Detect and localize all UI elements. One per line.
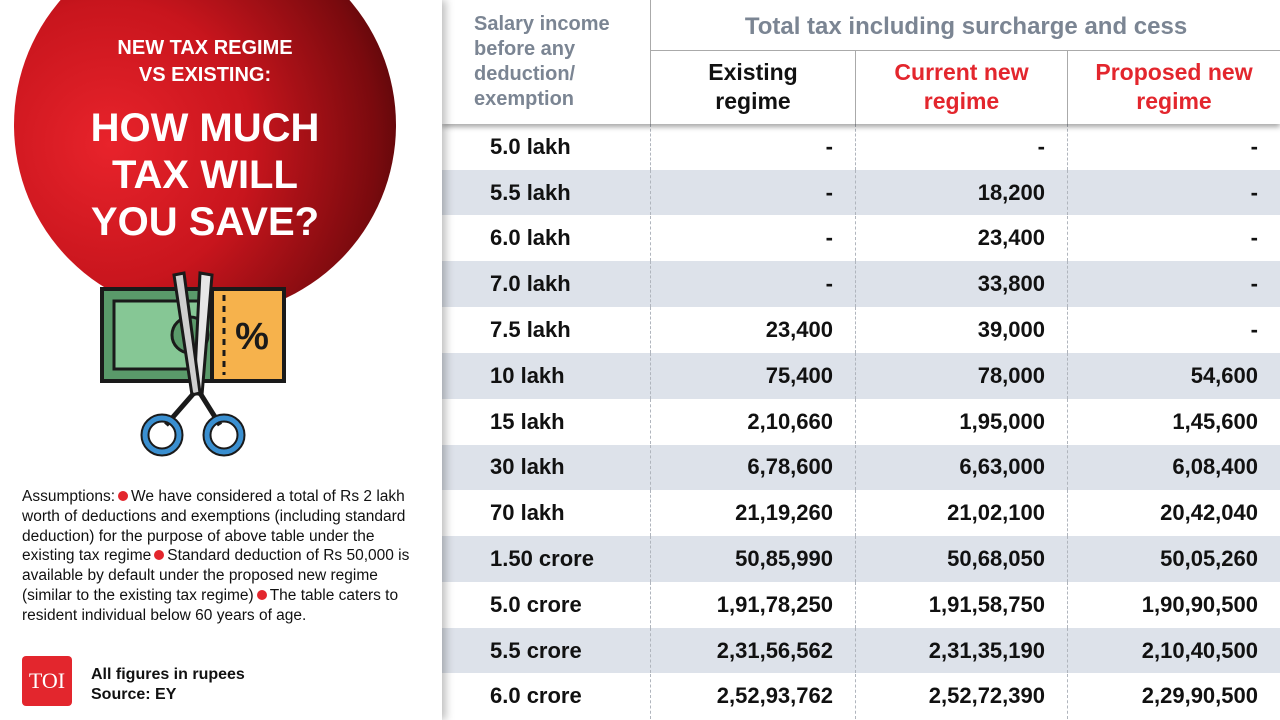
table-row: 10 lakh 75,400 78,000 54,600 xyxy=(442,353,1280,399)
cell-value: 6,08,400 xyxy=(1067,444,1280,491)
cell-value: 18,200 xyxy=(855,169,1067,216)
cell-value: 50,85,990 xyxy=(650,536,855,582)
assumption: The table caters to resident individual … xyxy=(22,586,399,624)
table-row: 5.0 lakh - - - xyxy=(442,124,1280,170)
kicker: NEW TAX REGIME xyxy=(117,37,293,59)
red-circle xyxy=(14,0,396,316)
row-label: 6.0 crore xyxy=(490,683,582,709)
cell-value: 2,10,40,500 xyxy=(1067,627,1280,674)
cell-value: - xyxy=(650,169,855,216)
cell-value: - xyxy=(650,124,855,170)
row-label: 30 lakh xyxy=(490,454,565,480)
table-row: 15 lakh 2,10,660 1,95,000 1,45,600 xyxy=(442,398,1280,445)
column-header-text: Current new regime xyxy=(894,59,1029,114)
note: All figures in rupees xyxy=(91,666,245,683)
cell-value: 54,600 xyxy=(1067,353,1280,399)
column-header: Existing regime xyxy=(650,50,855,124)
row-label: 5.0 lakh xyxy=(490,133,571,159)
cell-value: - xyxy=(855,124,1067,170)
assumption: We have considered a total of Rs 2 lakh … xyxy=(22,488,406,565)
cell-value: 20,42,040 xyxy=(1067,490,1280,536)
row-label: 5.5 lakh xyxy=(490,179,571,205)
assumptions-label: Assumptions: xyxy=(22,488,116,505)
cell-value: 39,000 xyxy=(855,307,1067,353)
table-header: Salary income before any deduction/ exem… xyxy=(442,0,1280,124)
cell-value: 2,29,90,500 xyxy=(1067,673,1280,720)
row-label: 6.0 lakh xyxy=(490,225,571,251)
cell-value: 2,52,93,762 xyxy=(650,673,855,720)
row-label: 70 lakh xyxy=(490,500,565,526)
headline: YOU SAVE? xyxy=(90,200,320,244)
cell-value: - xyxy=(650,215,855,262)
row-label: 1.50 crore xyxy=(490,545,594,571)
left-panel: NEW TAX REGIME VS EXISTING: HOW MUCH TAX… xyxy=(0,0,442,720)
column-header-text: Existing regime xyxy=(708,59,798,114)
cell-value: - xyxy=(650,261,855,307)
cell-value: - xyxy=(1067,261,1280,307)
kicker: VS EXISTING: xyxy=(138,64,272,86)
assumptions: Assumptions: We have considered a total o… xyxy=(22,487,422,626)
cell-value: 1,91,58,750 xyxy=(855,582,1067,628)
table-row: 7.0 lakh -33,800- xyxy=(442,261,1280,307)
row-label: 5.0 crore xyxy=(490,591,582,617)
cell-value: 78,000 xyxy=(855,353,1067,399)
row-label: 7.0 lakh xyxy=(490,271,571,297)
bullet xyxy=(118,491,129,501)
cell-value: 1,95,000 xyxy=(855,398,1067,445)
cell-value: 50,05,260 xyxy=(1067,536,1280,582)
assumption: Standard deduction of Rs 50,000 is avail… xyxy=(22,547,410,604)
cell-value: 6,63,000 xyxy=(855,444,1067,491)
cell-value: - xyxy=(1067,307,1280,353)
column-header: Current new regime xyxy=(855,50,1067,124)
table-row: 5.5 lakh -18,200- xyxy=(442,169,1280,216)
headline: HOW MUCH xyxy=(90,106,320,150)
row-label: 15 lakh xyxy=(490,408,565,434)
cell-value: 1,91,78,250 xyxy=(650,582,855,628)
source: Source: EY xyxy=(91,686,177,703)
table-row: 30 lakh 6,78,600 6,63,000 6,08,400 xyxy=(442,444,1280,491)
column-header-text: Proposed new regime xyxy=(1095,59,1253,114)
cell-value: 1,45,600 xyxy=(1067,398,1280,445)
cell-value: 2,10,660 xyxy=(650,398,855,445)
cell-value: 6,78,600 xyxy=(650,444,855,491)
row-label: 10 lakh xyxy=(490,362,565,388)
cell-value: - xyxy=(1067,215,1280,262)
cell-value: 2,52,72,390 xyxy=(855,673,1067,720)
cell-value: 23,400 xyxy=(650,307,855,353)
table: Salary income before any deduction/ exem… xyxy=(442,0,1280,720)
svg-text:%: % xyxy=(235,316,269,358)
first-header: Salary income before any deduction/ exem… xyxy=(474,13,610,110)
cell-value: - xyxy=(1067,169,1280,216)
cell-value: 2,31,35,190 xyxy=(855,627,1067,674)
column-header: Proposed new regime xyxy=(1067,50,1280,124)
cell-value: 21,19,260 xyxy=(650,490,855,536)
headline: TAX WILL xyxy=(112,153,298,197)
table-row: 6.0 crore 2,52,93,762 2,52,72,390 2,29,90,5… xyxy=(442,673,1280,720)
scissors-illustration: % xyxy=(100,271,286,457)
cell-value: 2,31,56,562 xyxy=(650,627,855,674)
cell-value: 33,800 xyxy=(855,261,1067,307)
table-row: 5.5 crore 2,31,56,562 2,31,35,190 2,10,40,5… xyxy=(442,627,1280,674)
bullet xyxy=(256,589,267,600)
table-row: 70 lakh 21,19,260 21,02,100 20,42,040 xyxy=(442,490,1280,536)
table-row: 6.0 lakh -23,400- xyxy=(442,215,1280,262)
table-row: 1.50 crore 50,85,990 50,68,050 50,05,260 xyxy=(442,536,1280,582)
bullet xyxy=(154,550,165,561)
cell-value: 50,68,050 xyxy=(855,536,1067,582)
group-header: Total tax including surcharge and cess xyxy=(650,0,1280,51)
cell-value: 75,400 xyxy=(650,353,855,399)
table-row: 5.0 crore 1,91,78,250 1,91,58,750 1,90,90,5… xyxy=(442,582,1280,628)
cell-value: 1,90,90,500 xyxy=(1067,582,1280,628)
cell-value: 23,400 xyxy=(855,215,1067,262)
row-label: 7.5 lakh xyxy=(490,316,571,342)
cell-value: 21,02,100 xyxy=(855,490,1067,536)
row-label: 5.5 crore xyxy=(490,637,582,663)
logo: TOI xyxy=(22,656,72,706)
cell-value: - xyxy=(1067,124,1280,170)
table-row: 7.5 lakh 23,400 39,000- xyxy=(442,307,1280,353)
